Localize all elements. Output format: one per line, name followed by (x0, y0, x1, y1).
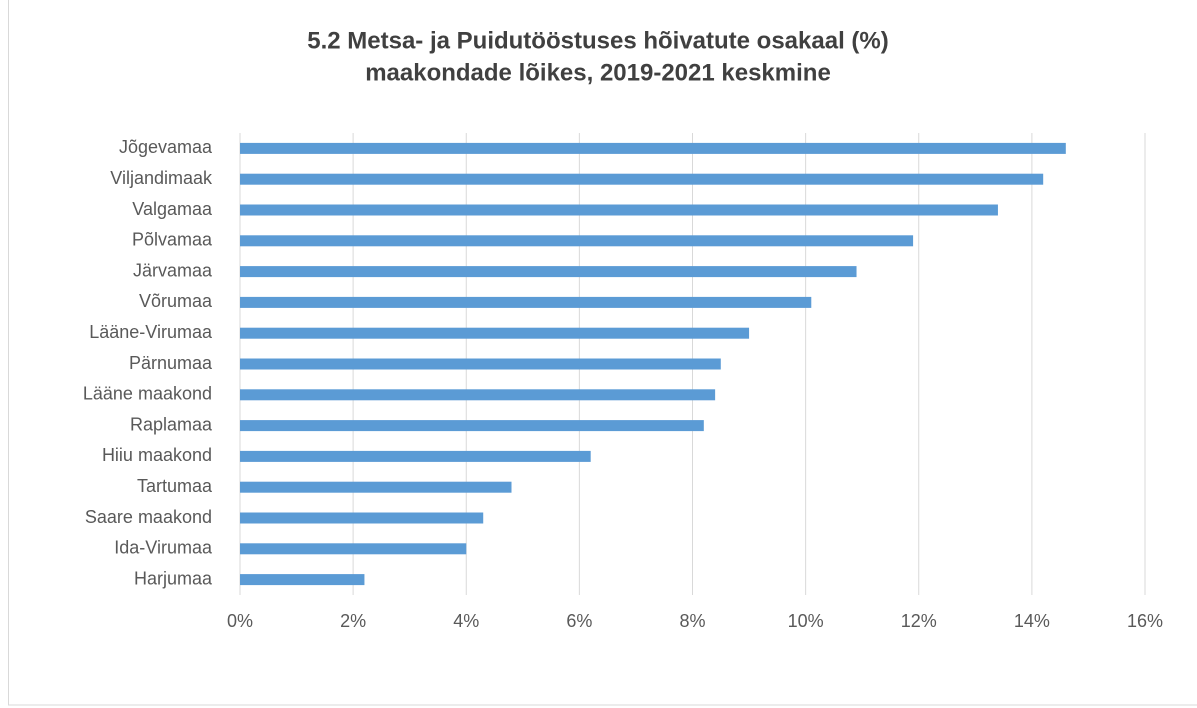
bar (240, 173, 1044, 185)
bar (240, 266, 857, 278)
y-tick-label: Võrumaa (139, 291, 213, 311)
bar (240, 574, 365, 586)
y-tick-label: Pärnumaa (129, 353, 213, 373)
y-tick-label: Ida-Virumaa (114, 538, 213, 558)
y-tick-label: Harjumaa (134, 568, 213, 588)
y-tick-label: Tartumaa (137, 476, 213, 496)
bar (240, 235, 914, 247)
x-tick-label: 6% (566, 611, 592, 631)
bar (240, 481, 512, 493)
chart-title: maakondade lõikes, 2019-2021 keskmine (365, 59, 831, 86)
y-tick-label: Valgamaa (132, 199, 213, 219)
bar (240, 204, 998, 216)
x-tick-label: 4% (453, 611, 479, 631)
y-tick-label: Põlvamaa (132, 230, 213, 250)
y-tick-label: Lääne maakond (83, 384, 212, 404)
y-tick-label: Raplamaa (130, 414, 213, 434)
y-tick-label: Jõgevamaa (119, 137, 213, 157)
x-tick-label: 2% (340, 611, 366, 631)
y-tick-label: Viljandimaak (110, 168, 213, 188)
bar (240, 296, 812, 308)
x-tick-label: 12% (901, 611, 937, 631)
bar (240, 358, 721, 370)
x-tick-label: 14% (1014, 611, 1050, 631)
y-tick-label: Saare maakond (85, 507, 212, 527)
y-tick-label: Järvamaa (133, 260, 213, 280)
x-tick-label: 8% (679, 611, 705, 631)
chart-frame (8, 0, 1197, 706)
y-tick-label: Lääne-Virumaa (89, 322, 213, 342)
bar (240, 450, 591, 462)
x-tick-label: 0% (227, 611, 253, 631)
bar (240, 543, 467, 555)
x-tick-label: 10% (788, 611, 824, 631)
bar (240, 327, 750, 339)
x-tick-label: 16% (1127, 611, 1163, 631)
chart-title: 5.2 Metsa- ja Puidutööstuses hõivatute o… (307, 27, 888, 54)
bar (240, 420, 704, 432)
bar (240, 512, 484, 524)
bar (240, 389, 716, 401)
y-tick-label: Hiiu maakond (102, 445, 212, 465)
bar (240, 142, 1066, 154)
